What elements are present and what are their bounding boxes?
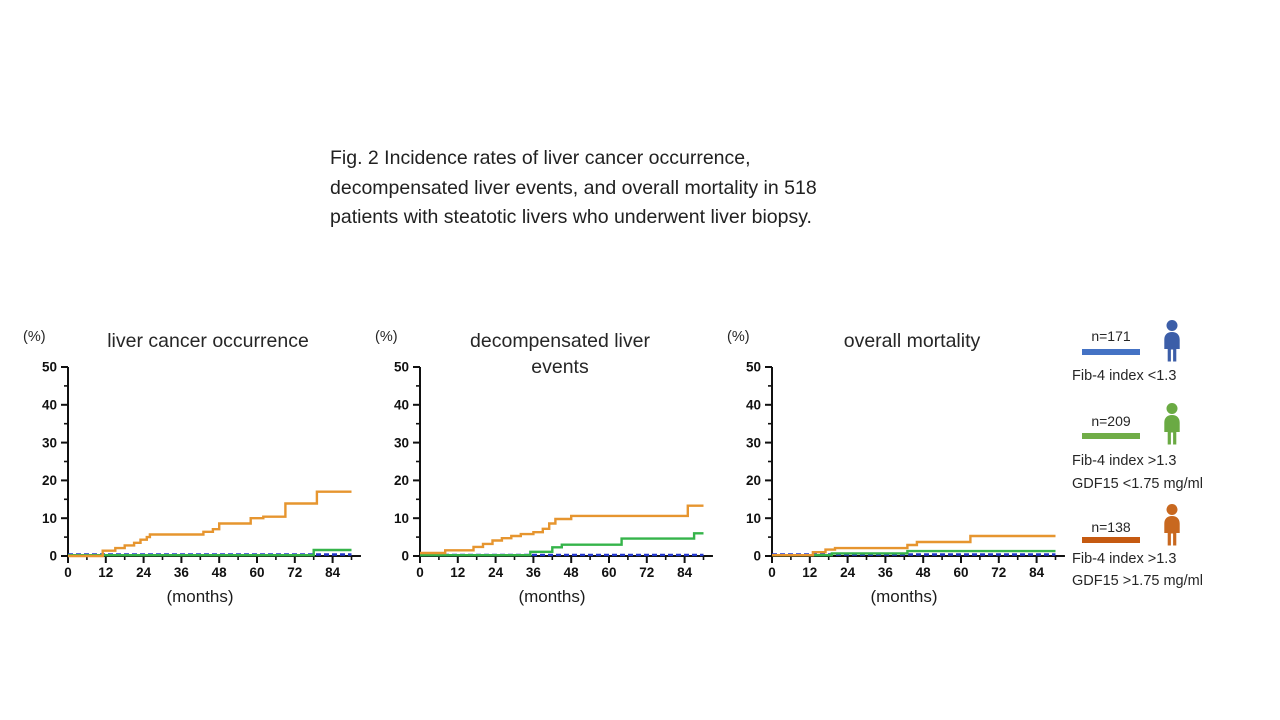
- svg-text:84: 84: [325, 565, 341, 580]
- svg-text:0: 0: [64, 565, 72, 580]
- svg-text:24: 24: [488, 565, 504, 580]
- svg-text:84: 84: [677, 565, 693, 580]
- svg-text:36: 36: [526, 565, 542, 580]
- svg-text:72: 72: [639, 565, 654, 580]
- legend-label-line2: GDF15 <1.75 mg/ml: [1072, 476, 1203, 492]
- svg-text:0: 0: [753, 549, 761, 564]
- x-axis-unit-label: (months): [166, 587, 234, 606]
- svg-text:0: 0: [416, 565, 424, 580]
- legend-color-bar-orange: [1082, 537, 1140, 543]
- svg-text:40: 40: [42, 398, 57, 413]
- svg-text:36: 36: [878, 565, 894, 580]
- x-axis-unit-label: (months): [870, 587, 938, 606]
- svg-text:20: 20: [746, 473, 761, 488]
- legend-label-line1: Fib-4 index >1.3: [1072, 551, 1177, 567]
- chart-plot-decompensated-events: 0 10 20 30 40 50 0 12 24 36 48 60 72 84: [394, 360, 713, 580]
- svg-text:24: 24: [136, 565, 152, 580]
- svg-text:50: 50: [394, 360, 409, 375]
- legend-color-bar-green: [1082, 433, 1140, 439]
- svg-text:60: 60: [953, 565, 968, 580]
- svg-text:12: 12: [98, 565, 113, 580]
- svg-text:20: 20: [394, 473, 409, 488]
- svg-text:12: 12: [802, 565, 817, 580]
- legend-n-count: n=171: [1091, 328, 1131, 344]
- svg-text:48: 48: [916, 565, 932, 580]
- svg-text:50: 50: [42, 360, 57, 375]
- svg-text:36: 36: [174, 565, 190, 580]
- legend-n-count: n=138: [1091, 519, 1131, 535]
- svg-text:60: 60: [601, 565, 616, 580]
- person-icon-green: [1164, 403, 1180, 445]
- svg-text:48: 48: [212, 565, 228, 580]
- svg-text:72: 72: [287, 565, 302, 580]
- person-icon-blue: [1164, 320, 1180, 362]
- legend-label-line1: Fib-4 index >1.3: [1072, 453, 1177, 469]
- figure-caption: Fig. 2 Incidence rates of liver cancer o…: [330, 147, 817, 228]
- svg-text:30: 30: [42, 435, 57, 450]
- chart-title-liver-cancer: liver cancer occurrence: [107, 330, 309, 352]
- chart-overall-mortality: (%) overall mortality 0 10 20 30 40 50 0 12 24 36…: [722, 320, 1074, 620]
- svg-text:84: 84: [1029, 565, 1045, 580]
- chart-title-overall-mortality: overall mortality: [843, 330, 981, 352]
- svg-text:40: 40: [394, 398, 409, 413]
- y-axis-unit-label: (%): [23, 329, 46, 345]
- legend-color-bar-blue: [1082, 349, 1140, 355]
- svg-text:20: 20: [42, 473, 57, 488]
- chart-liver-cancer-occurrence: (%) liver cancer occurrence 0 10 20 30 40 50 0…: [18, 320, 370, 620]
- chart-title-decompensated-events: decompensated liver events: [470, 330, 650, 378]
- svg-text:12: 12: [450, 565, 465, 580]
- svg-text:72: 72: [991, 565, 1006, 580]
- x-axis-unit-label: (months): [518, 587, 586, 606]
- svg-text:0: 0: [401, 549, 409, 564]
- y-axis-unit-label: (%): [727, 329, 750, 345]
- svg-text:0: 0: [768, 565, 776, 580]
- chart-decompensated-liver-events: (%) decompensated liver events 0 10 20 30 40…: [370, 320, 722, 620]
- person-icon-orange: [1164, 504, 1180, 546]
- svg-text:30: 30: [746, 435, 761, 450]
- svg-text:40: 40: [746, 398, 761, 413]
- svg-text:10: 10: [394, 511, 409, 526]
- svg-text:48: 48: [564, 565, 580, 580]
- chart-plot-overall-mortality: 0 10 20 30 40 50 0 12 24 36 48 60 72 84: [746, 360, 1065, 580]
- legend-label-line1: Fib-4 index <1.3: [1072, 368, 1177, 384]
- svg-text:24: 24: [840, 565, 856, 580]
- y-axis-unit-label: (%): [375, 329, 398, 345]
- svg-text:60: 60: [249, 565, 264, 580]
- svg-text:50: 50: [746, 360, 761, 375]
- svg-text:10: 10: [746, 511, 761, 526]
- legend-n-count: n=209: [1091, 413, 1131, 429]
- svg-text:10: 10: [42, 511, 57, 526]
- svg-text:30: 30: [394, 435, 409, 450]
- chart-plot-liver-cancer: 0 10 20 30 40 50 0 12 24 36 48 60 72 84: [42, 360, 361, 580]
- svg-text:0: 0: [49, 549, 57, 564]
- legend-label-line2: GDF15 >1.75 mg/ml: [1072, 573, 1203, 589]
- legend: n=171 Fib-4 index <1.3 n=209 Fib-4 index…: [1070, 318, 1280, 613]
